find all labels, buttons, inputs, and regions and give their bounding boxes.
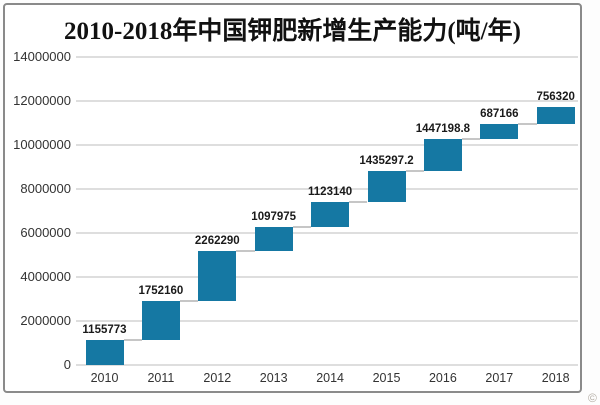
waterfall-connector: [349, 201, 368, 204]
waterfall-bar-2011: [141, 301, 180, 340]
y-axis-tick-label: 8000000: [20, 181, 71, 196]
x-axis-tick-label: 2018: [541, 371, 570, 385]
y-axis-tick-label: 0: [63, 357, 71, 372]
bar-value-label: 1097975: [251, 211, 297, 224]
chart-container: 2010-2018年中国钾肥新增生产能力(吨/年) 0 2000000 400000…: [3, 3, 582, 393]
plot-area: 0 2000000 4000000 6000000 8000000 10000000 120…: [5, 5, 580, 391]
gridline: [76, 320, 578, 322]
y-axis-tick-label: 12000000: [13, 93, 71, 108]
waterfall-connector: [461, 137, 481, 140]
x-axis-tick-label: 2014: [316, 371, 344, 385]
waterfall-bar-2015: [367, 170, 406, 203]
bar-value-label: 1123140: [308, 186, 353, 199]
gridline: [76, 276, 578, 278]
y-axis-tick-label: 4000000: [20, 269, 71, 284]
bar-value-label: 1155773: [82, 323, 127, 336]
x-axis-tick-label: 2011: [147, 371, 175, 385]
waterfall-bar-2013: [254, 227, 293, 252]
chart-title: 2010-2018年中国钾肥新增生产能力(吨/年): [64, 18, 521, 45]
bar-value-label: 1435297.2: [359, 154, 414, 167]
bar-value-label: 756320: [536, 91, 575, 104]
bar-value-label: 2262290: [194, 235, 240, 248]
waterfall-bar-2017: [480, 123, 519, 139]
waterfall-bar-2018: [536, 107, 575, 124]
watermark-icon: ©: [588, 391, 597, 405]
gridline: [76, 56, 578, 58]
x-axis-tick-label: 2013: [259, 371, 288, 385]
bar-value-label: 1752160: [138, 285, 184, 298]
waterfall-connector: [292, 226, 312, 229]
gridline: [76, 100, 578, 102]
gridline: [76, 188, 578, 190]
waterfall-bar-2010: [85, 339, 124, 365]
x-axis-tick-label: 2017: [485, 371, 514, 385]
waterfall-bar-2014: [311, 202, 350, 228]
waterfall-connector: [518, 122, 537, 125]
x-axis-tick-label: 2012: [203, 371, 232, 385]
y-axis-tick-label: 10000000: [13, 137, 71, 152]
x-axis-tick-label: 2015: [372, 371, 401, 385]
gridline: [76, 232, 578, 234]
y-axis-tick-label: 6000000: [20, 225, 71, 240]
waterfall-connector: [123, 338, 142, 341]
waterfall-bar-2016: [423, 138, 462, 171]
gridline: [76, 364, 578, 366]
bar-value-label: 687166: [480, 107, 519, 120]
y-axis-tick-label: 14000000: [13, 49, 71, 64]
y-axis-tick-label: 2000000: [20, 313, 71, 328]
waterfall-connector: [236, 250, 255, 253]
bar-value-label: 1447198.8: [415, 122, 471, 135]
gridline: [76, 144, 578, 146]
waterfall-connector: [179, 300, 199, 303]
x-axis-tick-label: 2010: [90, 371, 119, 385]
waterfall-connector: [405, 169, 424, 172]
waterfall-bar-2012: [198, 251, 237, 302]
x-axis-tick-label: 2016: [428, 371, 457, 385]
